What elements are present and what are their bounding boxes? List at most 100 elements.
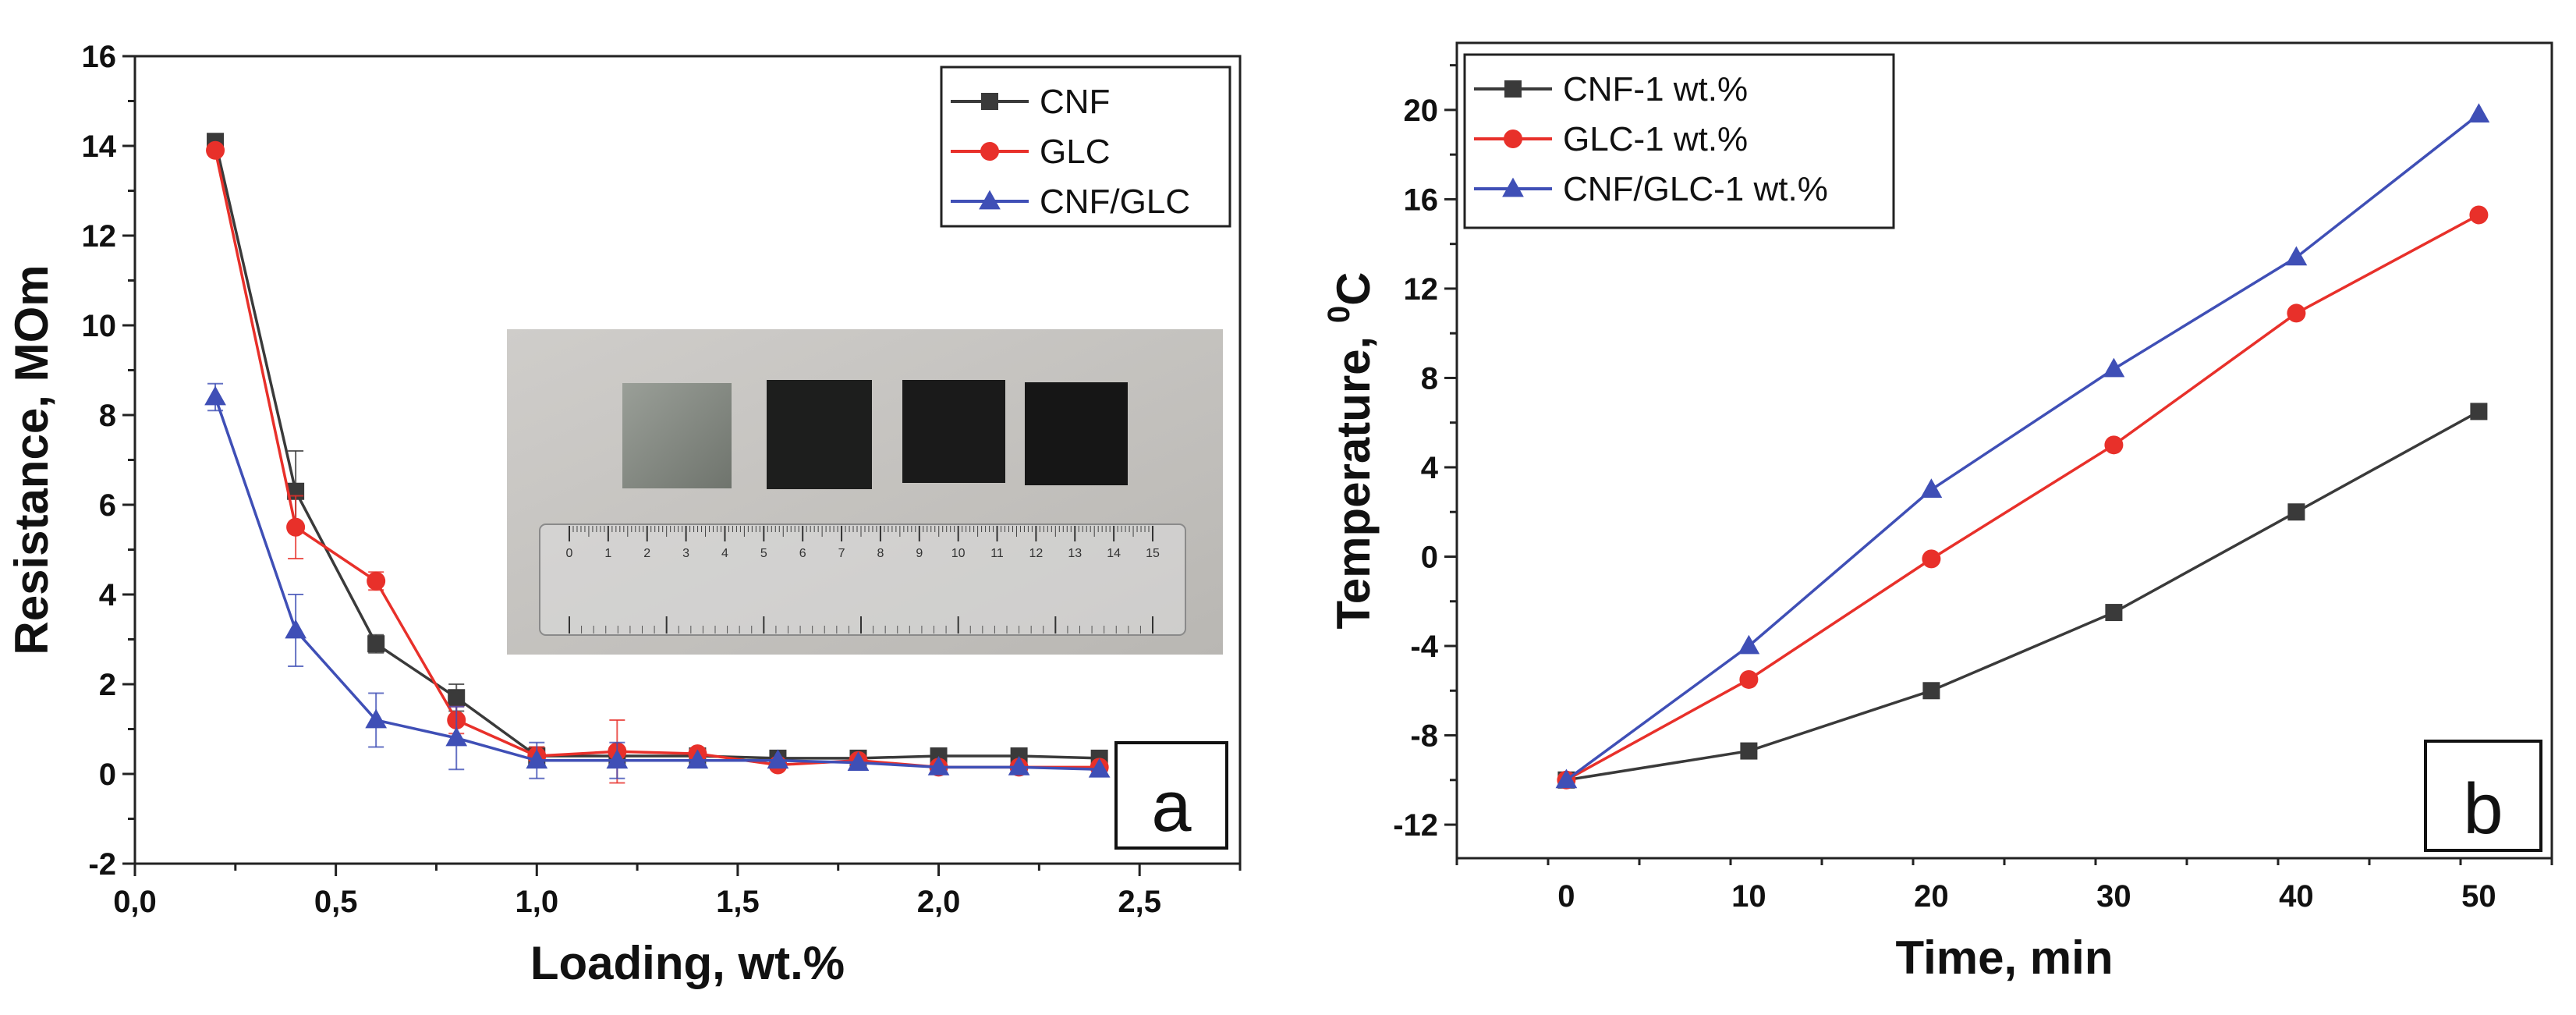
x-tick-label: 30: [2096, 879, 2131, 914]
y-tick-label: 16: [82, 40, 117, 74]
series-line: [1566, 410, 2480, 782]
y-axis-label: Resistance, MOm: [5, 264, 58, 655]
legend-entry: CNF/GLC: [1040, 183, 1190, 221]
data-point: [285, 619, 306, 639]
ruler-number: 1: [604, 547, 611, 560]
data-point: [2105, 604, 2123, 622]
black-cube: [902, 380, 1005, 483]
series-cnf-glc: [204, 382, 1111, 779]
x-tick-label: 10: [1731, 879, 1766, 914]
data-point: [1920, 478, 1943, 498]
x-tick-label: 0,5: [314, 885, 358, 919]
ruler-number: 12: [1029, 547, 1044, 560]
data-point: [2104, 435, 2124, 455]
series-line: [214, 140, 1100, 760]
y-tick-label: 6: [99, 488, 116, 523]
legend-box: [1463, 53, 1895, 229]
data-point: [286, 517, 306, 537]
x-tick-label: 2,0: [917, 885, 961, 919]
data-point: [686, 749, 709, 769]
black-cube: [1025, 382, 1128, 485]
ruler-number: 8: [877, 547, 884, 560]
y-axis-label-main: Temperature,: [1327, 323, 1380, 629]
ruler-number: 10: [951, 547, 966, 560]
x-tick-label: 1,0: [515, 885, 558, 919]
x-axis-label: Loading, wt.%: [530, 937, 845, 989]
x-tick-label: 50: [2461, 879, 2496, 914]
ruler-number: 14: [1107, 547, 1121, 560]
series-glc-1-wt-: [1557, 205, 2489, 790]
ruler-number: 3: [682, 547, 689, 560]
data-point: [526, 749, 548, 769]
y-tick-label: 8: [1421, 361, 1438, 396]
ruler-number: 9: [916, 547, 923, 560]
y-tick-label: 0: [1421, 540, 1438, 574]
data-point: [204, 385, 226, 406]
data-point: [1740, 742, 1758, 760]
data-point: [367, 571, 386, 591]
ruler-number: 7: [838, 547, 845, 560]
series-cnf-1-wt-: [1557, 403, 2488, 789]
data-point: [1922, 682, 1940, 700]
data-point: [445, 726, 468, 747]
ruler-number: 11: [990, 547, 1004, 560]
x-tick-label: 0,0: [113, 885, 157, 919]
data-point: [1922, 549, 1941, 569]
data-point: [2103, 357, 2125, 378]
panel-letter-box: [1114, 741, 1228, 850]
ruler-number: 5: [760, 547, 767, 560]
series-line: [214, 396, 1100, 771]
x-tick-label: 2,5: [1118, 885, 1161, 919]
data-point: [1088, 758, 1111, 778]
ruler-number: 4: [721, 547, 728, 560]
data-point: [1555, 768, 1578, 789]
ruler-number: 6: [799, 547, 806, 560]
y-tick-label: 4: [99, 578, 117, 612]
y-tick-label: 12: [1404, 272, 1439, 307]
data-point: [927, 756, 950, 775]
y-tick-label: -4: [1410, 630, 1438, 664]
x-tick-label: 1,5: [716, 885, 760, 919]
y-tick-label: 10: [82, 309, 117, 343]
data-point: [1008, 756, 1030, 775]
legend-marker: [980, 142, 999, 161]
series-line: [1565, 113, 2480, 782]
legend-marker: [1502, 177, 1524, 197]
legend-marker: [1504, 130, 1522, 148]
data-point: [448, 689, 466, 707]
y-tick-label: 16: [1404, 183, 1439, 217]
y-tick-label: 14: [82, 130, 117, 164]
x-tick-label: 40: [2279, 879, 2314, 914]
legend-entry: CNF-1 wt.%: [1563, 70, 1748, 108]
data-point: [2469, 205, 2489, 225]
data-point: [767, 749, 789, 769]
x-tick-label: 0: [1557, 879, 1575, 914]
y-tick-label: -8: [1410, 719, 1438, 754]
y-axis-label-unit: C: [1327, 272, 1380, 306]
panel-b: 0 10 20 30 40 50 -12 -8 -4 0 4 8 12 16 20 Time, min Temp…: [1322, 41, 2553, 984]
grey-cube: [622, 383, 732, 488]
data-point: [365, 708, 388, 729]
panel-letter: b: [2463, 769, 2503, 849]
y-tick-label: 2: [99, 668, 116, 702]
data-point: [2287, 303, 2306, 323]
ruler-number: 15: [1146, 547, 1160, 560]
y-tick-label: 0: [99, 758, 116, 792]
panel-letter-box: [2424, 740, 2542, 852]
panel-a: 0,0 0,5 1,0 1,5 2,0 2,5-20246810121416Loading…: [5, 40, 1242, 989]
y-tick-label: -2: [88, 847, 116, 882]
legend-entry: CNF/GLC-1 wt.%: [1563, 170, 1828, 208]
legend-marker: [981, 93, 998, 110]
legend-marker: [1504, 80, 1522, 98]
x-tick-label: 20: [1914, 879, 1949, 914]
data-point: [1739, 669, 1759, 689]
series-cnf-glc-1-wt-: [1555, 103, 2490, 789]
y-axis-label-superscript: 0: [1322, 306, 1356, 323]
legend-entry: GLC-1 wt.%: [1563, 120, 1748, 158]
data-point: [367, 635, 385, 653]
ruler: [539, 523, 1186, 636]
y-tick-label: 12: [82, 219, 117, 254]
data-point: [847, 751, 870, 772]
y-tick-label: 4: [1421, 451, 1439, 485]
